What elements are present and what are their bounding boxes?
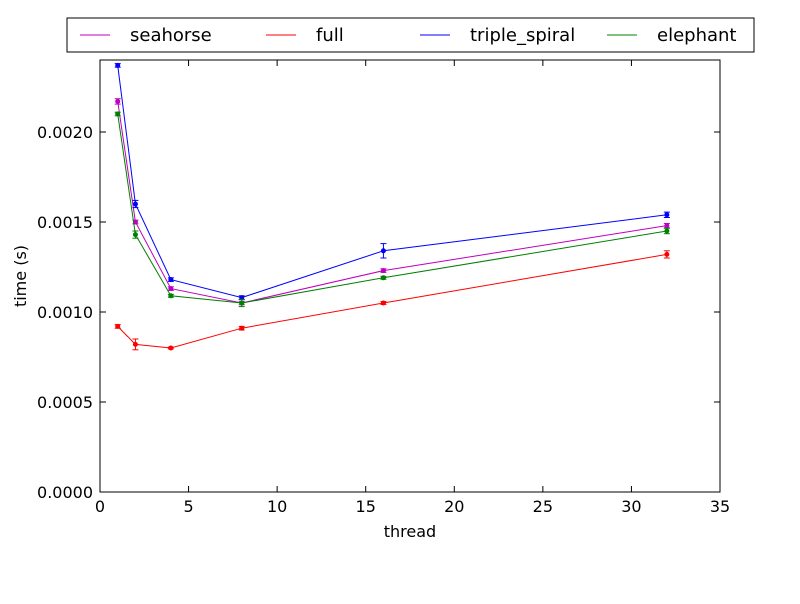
data-point: [132, 201, 138, 207]
data-point: [168, 293, 174, 299]
x-tick-label: 30: [621, 497, 641, 516]
legend-item-seahorse: seahorse: [80, 25, 212, 46]
data-point: [380, 275, 386, 281]
data-point: [115, 323, 121, 329]
series-line: [117, 101, 667, 304]
y-axis: 0.0000 0.0005 0.0010 0.0015 0.0020: [37, 123, 720, 502]
x-tick-label: 35: [710, 497, 730, 516]
data-point: [168, 277, 174, 283]
x-tick-label: 5: [183, 497, 193, 516]
series-full: [114, 250, 670, 351]
data-point: [115, 62, 121, 68]
data-point: [132, 232, 138, 238]
y-tick-label: 0.0010: [37, 303, 93, 322]
data-point: [115, 111, 121, 117]
y-tick-label: 0.0020: [37, 123, 93, 142]
legend-item-triple_spiral: triple_spiral: [420, 25, 575, 46]
y-tick-label: 0.0005: [37, 393, 93, 412]
y-tick-label: 0.0000: [37, 483, 93, 502]
plot-frame: [99, 59, 721, 493]
series-triple_spiral: [114, 62, 670, 301]
legend-item-elephant: elephant: [607, 25, 736, 46]
series-line: [117, 113, 667, 304]
x-axis: 0 5 10 15 20 25 30 35: [95, 60, 730, 516]
legend: seahorse full triple_spiral elephant: [66, 17, 755, 53]
x-tick-label: 0: [95, 497, 105, 516]
legend-box: [66, 17, 755, 53]
x-axis-label: thread: [384, 522, 436, 541]
series-line: [117, 253, 667, 349]
legend-item-full: full: [266, 25, 344, 46]
data-point: [168, 286, 174, 292]
x-tick-label: 20: [444, 497, 464, 516]
y-tick-label: 0.0015: [37, 213, 93, 232]
data-point: [380, 248, 386, 254]
data-point: [168, 345, 174, 351]
data-point: [380, 268, 386, 274]
data-point: [380, 300, 386, 306]
data-point: [239, 300, 245, 306]
legend-label: elephant: [657, 25, 736, 46]
x-tick-label: 15: [356, 497, 376, 516]
series-line: [117, 65, 667, 299]
series-elephant: [114, 111, 670, 308]
data-point: [115, 98, 121, 104]
x-tick-label: 10: [267, 497, 287, 516]
x-tick-label: 25: [533, 497, 553, 516]
legend-label: full: [316, 25, 344, 46]
data-point: [132, 341, 138, 347]
legend-label: triple_spiral: [470, 25, 575, 46]
data-point: [664, 228, 670, 234]
legend-label: seahorse: [130, 25, 212, 46]
y-axis-label: time (s): [11, 245, 30, 307]
data-point: [664, 223, 670, 229]
series-layer: [114, 62, 670, 351]
data-point: [664, 251, 670, 257]
data-point: [239, 325, 245, 331]
data-point: [664, 212, 670, 218]
